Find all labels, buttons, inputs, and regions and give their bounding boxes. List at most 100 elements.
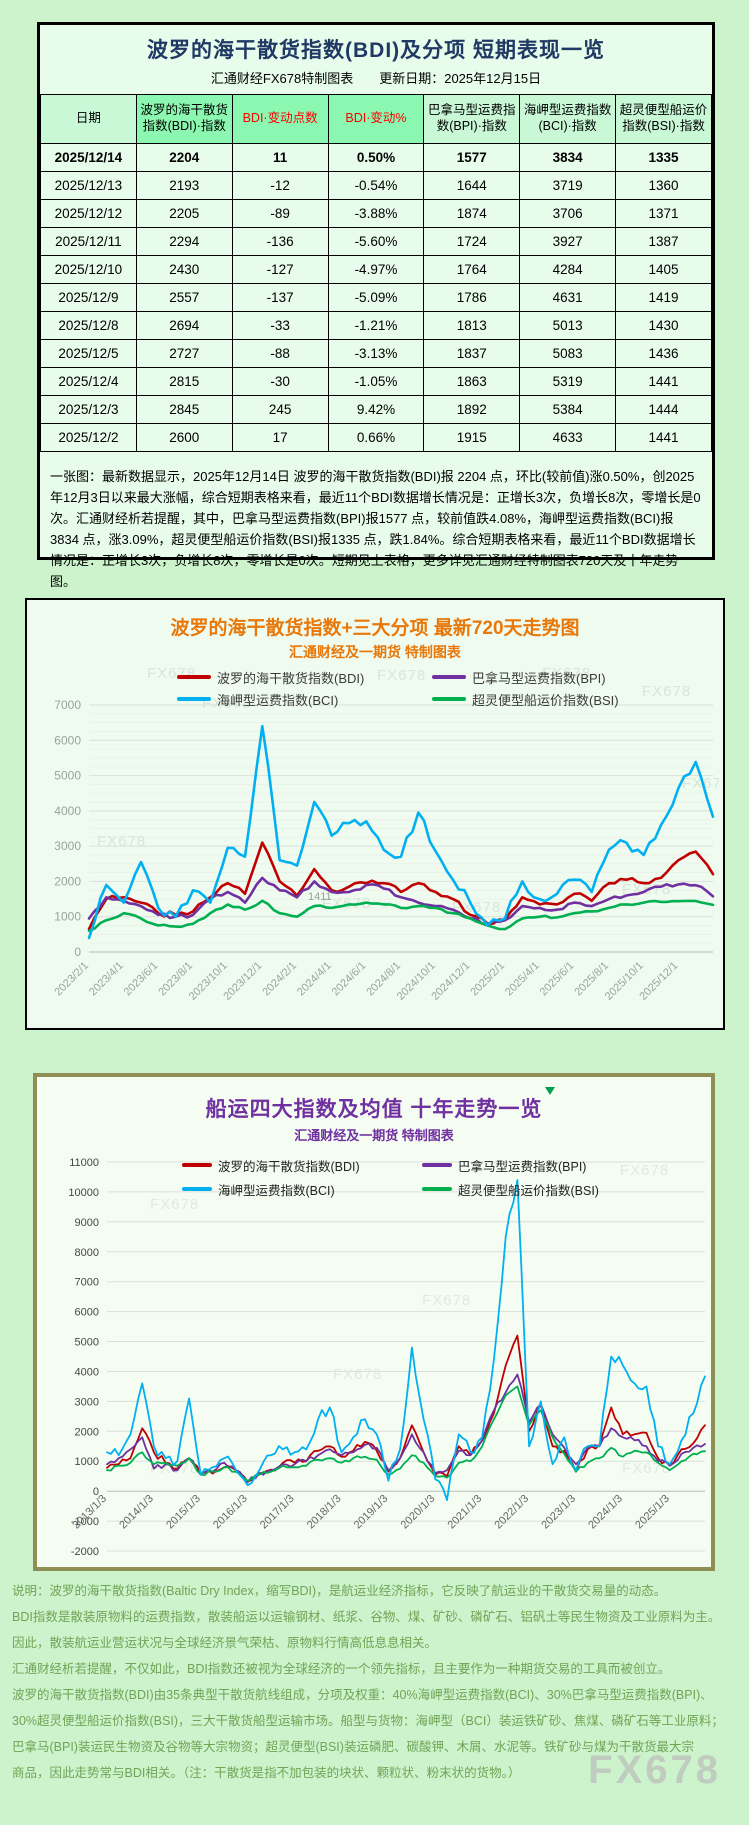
svg-text:2024/1/3: 2024/1/3 [586,1493,625,1532]
svg-text:2019/1/3: 2019/1/3 [352,1493,391,1532]
table-cell: 245 [231,395,329,424]
table-cell: 1405 [615,255,712,284]
chart-720d-canvas: 0 1000 2000 3000 4000 5000 6000 7000 FX678 FX678 F… [27,660,719,1026]
table-cell: -136 [231,227,329,256]
legend-swatch-icon [422,1187,452,1191]
table-row: 2025/12/14 2204 11 0.50% 1577 3834 1335 [40,143,712,172]
table-cell: 1577 [423,143,521,172]
svg-text:FX678: FX678 [202,695,251,712]
svg-text:-2000: -2000 [71,1546,99,1558]
svg-text:0: 0 [93,1486,99,1498]
legend-item: 巴拿马型运费指数(BPI) [422,1156,662,1175]
legend-swatch-icon [422,1163,452,1167]
svg-text:2018/1/3: 2018/1/3 [305,1493,344,1532]
column-header: 波罗的海干散货指数(BDI)·指数 [135,94,233,144]
table-row: 2025/12/9 2557 -137 -5.09% 1786 4631 1419 [40,283,712,312]
legend-item: 超灵便型船运价指数(BSI) [432,690,687,709]
svg-text:2016/1/3: 2016/1/3 [211,1493,250,1532]
legend-item: 巴拿马型运费指数(BPI) [432,668,687,687]
page-watermark: FX678 [588,1748,721,1792]
table-cell: 2204 [135,143,233,172]
table-cell: -89 [231,199,329,228]
table-cell: 5083 [519,339,617,368]
table-cell: -33 [231,311,329,340]
legend-swatch-icon [182,1187,212,1191]
legend-item: 海岬型运费指数(BCI) [182,1180,422,1199]
table-cell: 0.50% [327,143,425,172]
table-cell: 2600 [135,423,233,452]
svg-text:7000: 7000 [75,1277,99,1289]
svg-text:2022/1/3: 2022/1/3 [492,1493,531,1532]
table-cell: -0.54% [327,171,425,200]
svg-text:FX678: FX678 [422,1292,471,1309]
table-row: 2025/12/5 2727 -88 -3.13% 1837 5083 1436 [40,339,712,368]
table-cell: -5.09% [327,283,425,312]
svg-text:11000: 11000 [69,1157,99,1169]
table-row: 2025/12/2 2600 17 0.66% 1915 4633 1441 [40,423,712,452]
chart-10y-legend: 波罗的海干散货指数(BDI) 巴拿马型运费指数(BPI) 海岬型运费指数(BCI) 超… [37,1153,711,1201]
svg-text:2023/4/1: 2023/4/1 [87,960,126,999]
table-cell: 1430 [615,311,712,340]
svg-text:2025/2/1: 2025/2/1 [468,960,507,999]
column-header: 巴拿马型运费指数(BPI)·指数 [423,94,521,144]
table-cell: -127 [231,255,329,284]
table-cell: -5.60% [327,227,425,256]
svg-text:2020/1/3: 2020/1/3 [399,1493,438,1532]
table-subtitle: 汇通财经FX678特制图表 更新日期：2025年12月15日 [210,71,542,86]
column-header: 超灵便型船运价指数(BSI)·指数 [615,94,712,144]
legend-swatch-icon [177,675,211,679]
series-line [106,1385,706,1482]
svg-text:2025/6/1: 2025/6/1 [538,960,577,999]
table-row: 2025/12/10 2430 -127 -4.97% 1764 4284 1405 [40,255,712,284]
footer-line: 说明：波罗的海干散货指数(Baltic Dry Index，缩写BDI)，是航运… [12,1584,667,1598]
series-line [87,724,715,940]
svg-text:2023/1/3: 2023/1/3 [539,1493,578,1532]
legend-item: 波罗的海干散货指数(BDI) [177,668,432,687]
table-cell: 2025/12/5 [40,339,137,368]
table-cell: 2845 [135,395,233,424]
table-cell: 2025/12/2 [40,423,137,452]
table-cell: 1444 [615,395,712,424]
legend-label: 巴拿马型运费指数(BPI) [458,1159,587,1174]
legend-label: 超灵便型船运价指数(BSI) [472,692,619,708]
table-cell: 1915 [423,423,521,452]
table-cell: 0.66% [327,423,425,452]
table-row: 2025/12/4 2815 -30 -1.05% 1863 5319 1441 [40,367,712,396]
table-cell: 2025/12/8 [40,311,137,340]
svg-text:1000: 1000 [54,910,81,924]
legend-label: 超灵便型船运价指数(BSI) [458,1183,599,1198]
table-cell: -3.13% [327,339,425,368]
legend-item: 波罗的海干散货指数(BDI) [182,1156,422,1175]
series-line [87,899,715,933]
svg-text:FX678: FX678 [642,683,691,700]
chart-10y-title: 船运四大指数及均值 十年走势一览 [205,1098,543,1121]
svg-text:2024/6/1: 2024/6/1 [330,960,369,999]
legend-swatch-icon [432,675,466,679]
table-note: 一张图：最新数据显示，2025年12月14日 波罗的海干散货指数(BDI)报 2… [50,469,701,590]
series-line [87,841,715,931]
table-cell: 3706 [519,199,617,228]
table-row: 2025/12/8 2694 -33 -1.21% 1813 5013 1430 [40,311,712,340]
svg-text:2025/1/3: 2025/1/3 [633,1493,672,1532]
table-cell: 4633 [519,423,617,452]
svg-text:2021/1/3: 2021/1/3 [446,1493,485,1532]
svg-text:2000: 2000 [75,1426,99,1438]
chart-720d-subtitle: 汇通财经及一期货 特制图表 [289,644,461,660]
svg-text:9000: 9000 [75,1217,99,1229]
chart-720d-legend: 波罗的海干散货指数(BDI) 巴拿马型运费指数(BPI) 海岬型运费指数(BCI) 超… [27,666,723,710]
svg-text:FX678: FX678 [150,1196,199,1213]
legend-label: 海岬型运费指数(BCI) [218,1183,335,1198]
footer-line: 巴拿马(BPI)装运民生物资及谷物等大宗物资；超灵便型(BSI)装运磷肥、碳酸钾… [12,1740,694,1754]
chart-720d-title: 波罗的海干散货指数+三大分项 最新720天走势图 [170,618,580,639]
table-cell: 1764 [423,255,521,284]
table-cell: 1360 [615,171,712,200]
svg-text:6000: 6000 [54,733,81,747]
svg-text:2014/1/3: 2014/1/3 [117,1493,156,1532]
table-cell: 2557 [135,283,233,312]
svg-text:5000: 5000 [54,769,81,783]
table-title: 波罗的海干散货指数(BDI)及分项 短期表现一览 [147,39,605,62]
table-cell: 2025/12/11 [40,227,137,256]
legend-row: 海岬型运费指数(BCI) 超灵便型船运价指数(BSI) [27,688,723,710]
table-cell: 1335 [615,143,712,172]
